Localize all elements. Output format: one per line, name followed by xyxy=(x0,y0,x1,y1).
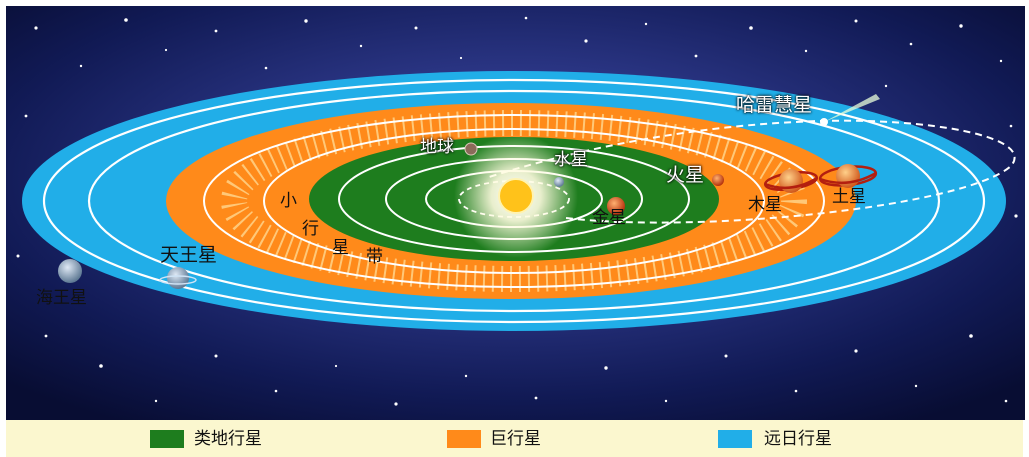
uranus-planet xyxy=(159,267,197,289)
legend: 类地行星 巨行星 远日行星 xyxy=(6,420,1023,457)
legend-label-terrestrial: 类地行星 xyxy=(194,429,262,449)
asteroid-belt-label-2: 行 xyxy=(302,219,319,239)
legend-swatch-giant xyxy=(447,430,481,448)
halley-orbit xyxy=(485,119,1016,224)
neptune-planet xyxy=(58,259,82,283)
asteroid-belt-label-3: 星 xyxy=(332,238,349,258)
uranus-label: 天王星 xyxy=(160,244,218,266)
jupiter-planet xyxy=(763,169,819,193)
venus-planet xyxy=(607,197,625,215)
halley-label: 哈雷慧星 xyxy=(736,94,813,116)
legend-label-outer: 远日行星 xyxy=(764,429,832,449)
legend-label-giant: 巨行星 xyxy=(490,429,541,449)
asteroid-belt xyxy=(221,110,807,292)
diagram-canvas xyxy=(6,6,1025,420)
saturn-label: 土星 xyxy=(832,187,866,207)
mars-label: 火星 xyxy=(666,164,705,186)
solar-system-diagram: 哈雷慧星 地球 水星 火星 金星 木星 土星 小 行 星 带 天王星 海王星 xyxy=(6,6,1025,420)
mercury-planet xyxy=(554,177,564,187)
neptune-label: 海王星 xyxy=(36,288,87,308)
mercury-label: 水星 xyxy=(554,150,588,170)
mars-planet xyxy=(712,174,724,186)
earth-planet xyxy=(464,142,478,156)
saturn-planet xyxy=(818,164,878,188)
venus-label: 金星 xyxy=(592,208,626,228)
legend-swatch-outer xyxy=(718,430,752,448)
jupiter-label: 木星 xyxy=(748,195,782,215)
orbits xyxy=(42,78,986,324)
asteroid-belt-label-4: 带 xyxy=(366,247,383,267)
earth-label: 地球 xyxy=(420,137,454,157)
halley-comet xyxy=(820,94,880,126)
sun xyxy=(498,178,534,214)
legend-swatch-terrestrial xyxy=(150,430,184,448)
asteroid-belt-label-1: 小 xyxy=(280,191,297,211)
